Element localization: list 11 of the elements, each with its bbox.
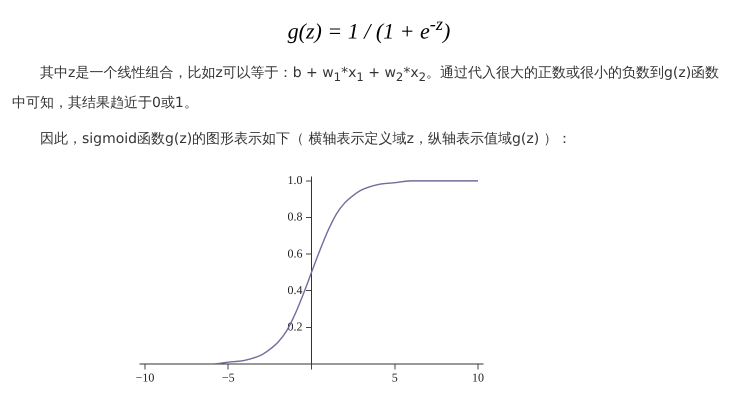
x-tick-label: −5 [222,370,235,384]
text: 因此，sigmoid函数g(z)的图形表示如下（ 横轴表示定义域z，纵轴表示值域g(z) ）： [39,130,573,149]
y-tick-label: 0.6 [288,246,312,260]
x-tick-label: −10 [136,370,154,384]
x-tick-label: 10 [472,370,484,384]
y-tick-label: 0.4 [288,282,312,297]
chart-title: g(z) = 1 / (1 + e$^{-z}$) [286,14,452,46]
y-tick-label: 1.0 [288,172,312,187]
text: 其中z是一个线性组合，比如z可以等于：b + w$_{1}$*x$_{1}$ + w$_{2}$*x$_{2}$。通过代入很大的正数或很小的负数到g(z)函数中可知，其结果趋近于0或1。 [12,65,720,111]
x-tick-label: 5 [392,370,398,384]
y-tick-label: 0.8 [288,209,312,224]
